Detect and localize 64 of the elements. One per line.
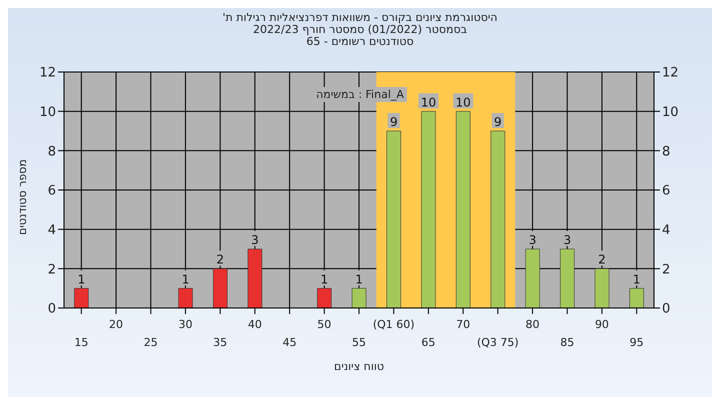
x-tick-label: 80 bbox=[526, 318, 540, 331]
data-label: 2 bbox=[216, 252, 224, 267]
data-label: 9 bbox=[494, 115, 502, 129]
x-tick-label: 15 bbox=[74, 336, 88, 349]
bar bbox=[490, 130, 506, 308]
data-label: 3 bbox=[563, 233, 572, 247]
data-label: 1 bbox=[78, 272, 86, 286]
x-tick-label: 50 bbox=[317, 318, 332, 331]
bar bbox=[594, 268, 610, 308]
y-tick-label: 4 bbox=[48, 222, 56, 238]
x-tick-label: (Q1 60) bbox=[372, 318, 415, 331]
x-tick-label: (Q3 75) bbox=[476, 336, 519, 349]
y2-tick-label: 8 bbox=[662, 144, 670, 160]
y2-tick-label: 6 bbox=[662, 184, 670, 199]
y-tick-label: 6 bbox=[48, 184, 56, 199]
annotation: במשימה : Final_A bbox=[313, 87, 407, 102]
x-tick-label: 65 bbox=[421, 336, 436, 349]
y2-tick-label: 10 bbox=[662, 104, 679, 120]
chart-subtitle: סטודנטים רשומים - 65 bbox=[306, 35, 415, 48]
data-label: 3 bbox=[251, 233, 259, 247]
bar bbox=[386, 130, 402, 308]
x-tick-label: 85 bbox=[560, 336, 574, 349]
bar bbox=[317, 288, 332, 308]
y2-tick-label: 12 bbox=[662, 66, 679, 81]
y-tick-label: 2 bbox=[48, 262, 56, 278]
x-tick-label: 30 bbox=[178, 318, 192, 331]
bar bbox=[74, 288, 89, 308]
y2-tick-label: 0 bbox=[662, 302, 670, 317]
y2-tick-label: 2 bbox=[662, 262, 670, 278]
x-tick-label: 20 bbox=[109, 318, 124, 331]
data-label: 1 bbox=[355, 272, 363, 286]
x-tick-label: 55 bbox=[352, 336, 366, 349]
bar bbox=[352, 288, 366, 308]
x-tick-label: 70 bbox=[456, 318, 470, 331]
y-tick-label: 12 bbox=[39, 66, 56, 81]
x-tick-label: 95 bbox=[630, 336, 644, 349]
x-axis-title: טווח ציונים bbox=[334, 360, 384, 373]
data-label: 9 bbox=[390, 115, 398, 129]
y-tick-label: 10 bbox=[39, 104, 56, 120]
data-label: 3 bbox=[528, 233, 536, 247]
data-label: 10 bbox=[420, 95, 436, 110]
y2-tick-label: 4 bbox=[662, 222, 670, 238]
chart-title: היסטוגרמת ציונים בקורס - משוואות דפרנציאליות רגילות ת' בסמסטר (01/2022) סמסטר חורף 2022/23 bbox=[222, 10, 498, 36]
x-tick-label: 35 bbox=[213, 336, 228, 349]
bar bbox=[456, 111, 470, 308]
data-label: 2 bbox=[598, 252, 606, 267]
x-tick-label: 40 bbox=[248, 318, 262, 331]
bar bbox=[248, 248, 262, 308]
x-tick-label: 45 bbox=[282, 336, 297, 349]
y-tick-label: 0 bbox=[48, 302, 56, 317]
x-tick-label: 90 bbox=[594, 318, 609, 331]
y-tick-label: 8 bbox=[48, 144, 56, 160]
data-label: 1 bbox=[632, 272, 641, 286]
y-axis-title: מספר סטודנטים bbox=[16, 159, 29, 235]
bar bbox=[212, 268, 228, 308]
x-tick-label: 25 bbox=[144, 336, 158, 349]
bar bbox=[525, 248, 540, 308]
data-label: 1 bbox=[182, 272, 190, 286]
bar bbox=[421, 111, 436, 308]
bar bbox=[560, 248, 575, 308]
data-label: 1 bbox=[320, 272, 328, 286]
bar bbox=[629, 288, 644, 308]
data-label: 10 bbox=[456, 95, 471, 110]
bar bbox=[178, 288, 193, 308]
